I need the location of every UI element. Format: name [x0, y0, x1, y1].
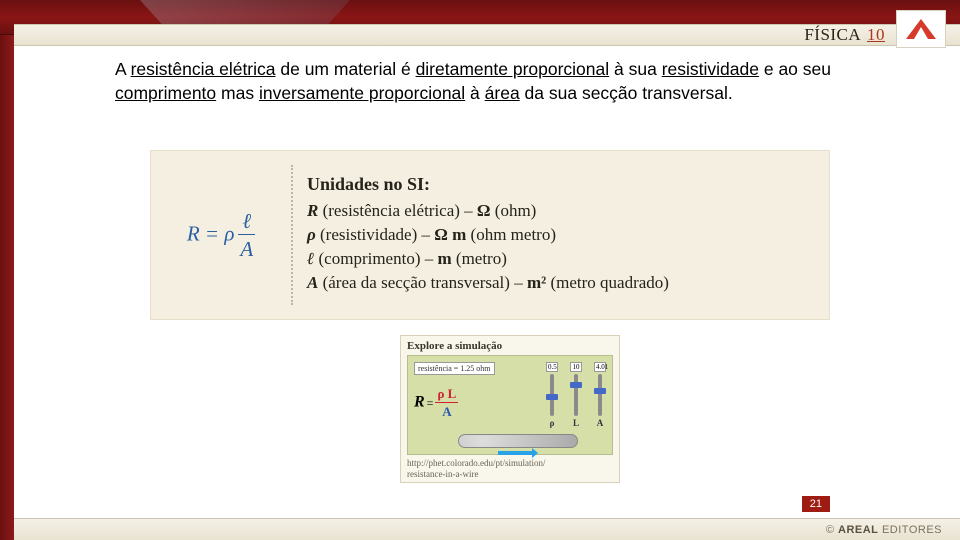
slider-rho[interactable]: 0.5 ρ [546, 362, 558, 428]
formula-rho: ρ [224, 221, 234, 245]
text: da sua secção transversal. [520, 83, 733, 103]
term-resistencia: resistência elétrica [131, 59, 276, 79]
uname: (ohm metro) [466, 225, 556, 244]
pub-suffix: EDITORES [878, 524, 942, 536]
term-comprimento: comprimento [115, 83, 216, 103]
desc: (comprimento) – [314, 249, 437, 268]
slider-label: L [570, 418, 582, 428]
unit: Ω m [434, 225, 466, 244]
uname: (metro quadrado) [546, 273, 669, 292]
slider-thumb[interactable] [594, 388, 606, 394]
sim-L: L [444, 386, 456, 401]
slider-label: ρ [546, 418, 558, 428]
desc: (resistividade) – [316, 225, 435, 244]
copyright: © [826, 524, 838, 536]
pub-name: AREAL [838, 524, 878, 536]
term-inversamente: inversamente proporcional [259, 83, 465, 103]
slider-value: 10 [570, 362, 582, 372]
publisher-logo [896, 10, 946, 48]
page-number: 21 [802, 496, 830, 512]
unit: Ω [477, 201, 491, 220]
si-units-box: R = ρℓA Unidades no SI: R (resistência e… [150, 150, 830, 320]
sim-arrow-icon [498, 451, 532, 455]
sim-formula: R=ρ LA [414, 386, 458, 420]
formula-ell: ℓ [238, 209, 255, 235]
footer: © AREAL EDITORES [14, 518, 960, 540]
term-diretamente: diretamente proporcional [416, 59, 610, 79]
sim-url-line2: resistance-in-a-wire [407, 469, 613, 480]
slider-thumb[interactable] [570, 382, 582, 388]
publisher-credit: © AREAL EDITORES [826, 524, 942, 536]
text: e ao seu [759, 59, 831, 79]
uname: (ohm) [491, 201, 537, 220]
simulation-box: Explore a simulação resistência = 1.25 o… [400, 335, 620, 483]
slider-label: A [594, 418, 606, 428]
slider-L[interactable]: 10 L [570, 362, 582, 428]
dotted-separator [291, 165, 293, 305]
uname: (metro) [452, 249, 507, 268]
text: à sua [609, 59, 662, 79]
si-heading: Unidades no SI: [307, 174, 829, 195]
si-row-ell: ℓ (comprimento) – m (metro) [307, 249, 829, 269]
unit: m² [527, 273, 546, 292]
readout-value: 1.25 ohm [460, 364, 490, 373]
si-row-rho: ρ (resistividade) – Ω m (ohm metro) [307, 225, 829, 245]
slider-value: 4.01 [594, 362, 606, 372]
sim-wire-icon [458, 434, 578, 448]
sim-url: http://phet.colorado.edu/pt/simulation/ … [407, 458, 613, 480]
title-row: FÍSICA 10 [14, 24, 960, 46]
text: A [115, 59, 131, 79]
left-strip [0, 0, 14, 540]
main-paragraph: A resistência elétrica de um material é … [115, 58, 870, 105]
sym: R [307, 201, 318, 220]
sym: A [307, 273, 318, 292]
desc: (resistência elétrica) – [318, 201, 477, 220]
desc: (área da secção transversal) – [318, 273, 527, 292]
slider-A[interactable]: 4.01 A [594, 362, 606, 428]
readout-label: resistência [418, 364, 452, 373]
sim-url-line1: http://phet.colorado.edu/pt/simulation/ [407, 458, 613, 469]
sim-readout: resistência = 1.25 ohm [414, 362, 495, 375]
text: de um material é [276, 59, 416, 79]
text: mas [216, 83, 259, 103]
slider-thumb[interactable] [546, 394, 558, 400]
si-units-list: Unidades no SI: R (resistência elétrica)… [301, 174, 829, 297]
sym: ρ [307, 225, 316, 244]
brand-main: FÍSICA [804, 25, 860, 44]
formula-A: A [238, 235, 255, 262]
sim-screenshot: resistência = 1.25 ohm R=ρ LA 0.5 ρ 10 L… [407, 355, 613, 455]
term-resistividade: resistividade [662, 59, 759, 79]
term-area: área [485, 83, 520, 103]
unit: m [437, 249, 451, 268]
slider-value: 0.5 [546, 362, 558, 372]
brand: FÍSICA 10 [804, 25, 885, 45]
text: à [465, 83, 484, 103]
formula-eq: = [200, 221, 225, 245]
sim-R: R [414, 394, 425, 411]
si-row-A: A (área da secção transversal) – m² (met… [307, 273, 829, 293]
brand-num: 10 [867, 25, 885, 44]
sim-heading: Explore a simulação [407, 340, 613, 352]
sim-A: A [435, 403, 458, 420]
resistance-formula: R = ρℓA [151, 209, 291, 262]
si-row-R: R (resistência elétrica) – Ω (ohm) [307, 201, 829, 221]
sim-sliders: 0.5 ρ 10 L 4.01 A [546, 362, 606, 428]
formula-R: R [187, 221, 200, 245]
